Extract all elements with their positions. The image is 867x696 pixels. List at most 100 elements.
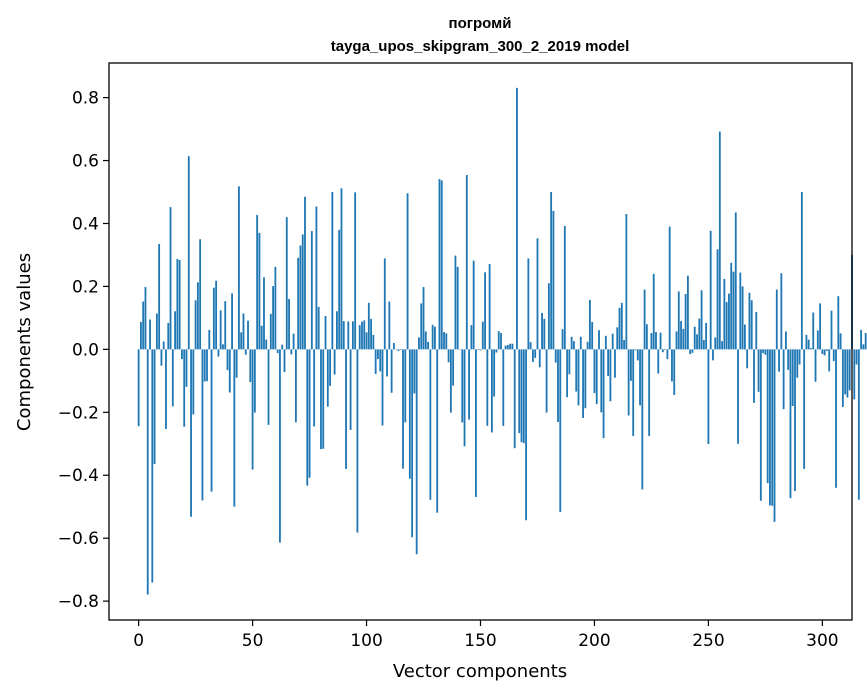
bar [461,349,464,423]
bar [434,326,436,350]
bar [857,349,860,500]
bar [484,272,486,350]
bar [803,349,806,469]
bar [655,332,657,350]
bar [402,349,404,469]
bar [675,331,678,350]
bar [748,292,751,350]
bar [244,349,247,355]
bar [500,333,502,350]
bar [791,349,794,407]
bar [212,287,215,350]
bar [718,131,721,350]
bar [750,300,753,350]
bar [746,349,749,369]
bar [449,349,452,413]
bar [208,329,211,350]
bar [773,349,776,522]
bar [367,302,370,350]
bar [222,344,224,350]
bar [215,280,218,350]
bar [420,303,423,350]
bar [192,349,195,415]
bar [242,313,245,350]
bar [363,320,366,350]
bar [632,349,635,436]
bar [153,349,156,464]
bar [771,349,774,506]
bar [144,287,147,350]
bar [593,349,596,394]
bar [443,332,445,350]
bar [689,349,692,355]
bar [618,307,621,350]
bar [324,316,327,350]
bar [479,349,482,351]
bar [534,349,537,358]
bar [826,349,828,351]
bar [392,343,395,350]
bar [463,349,466,447]
bar [860,329,863,350]
bar [759,349,762,501]
bar [310,231,313,350]
bar [513,349,516,449]
bar [290,349,293,355]
chart-title: погромй [449,15,512,32]
bar [504,345,507,350]
bar [789,349,792,499]
bar [251,349,254,470]
bar [272,286,275,350]
bar [680,321,682,350]
bar [249,349,252,383]
bar [210,349,213,492]
bar [418,337,420,350]
x-axis-label: Vector components [393,661,567,682]
bar [573,341,575,350]
bar [169,207,172,350]
bar [379,349,382,372]
bar [306,349,309,486]
bar [609,349,612,402]
bar [582,349,584,418]
y-tick-label: −0.6 [58,529,99,549]
bar [668,226,671,350]
bar [782,349,785,410]
bar [265,339,268,350]
bar [475,349,477,497]
bar [547,283,550,350]
bar [490,349,493,433]
bar [388,301,391,350]
bar [424,331,427,350]
bar [381,349,384,426]
bar [137,349,140,427]
bar [554,349,557,363]
bar [837,296,840,350]
chart-subtitle: tayga_upos_skipgram_300_2_2019 model [331,38,630,55]
bar [329,349,331,386]
bar [502,349,505,426]
bar [436,349,439,513]
bar [566,349,569,398]
bar [737,349,739,444]
bar [399,349,402,350]
bar [741,286,744,350]
bar [342,321,345,350]
bar [604,335,607,350]
bar [149,319,151,350]
bar [700,290,703,350]
bar [536,238,539,350]
bar [671,349,673,382]
bar [511,343,514,350]
bar [648,349,651,436]
bar [575,349,578,392]
bar [545,349,548,413]
bar [361,321,363,350]
bar [317,306,320,350]
bar [481,321,484,350]
bar [345,349,347,469]
bar [634,349,637,351]
bar [641,349,644,490]
bar [506,344,509,350]
bar [775,289,778,350]
